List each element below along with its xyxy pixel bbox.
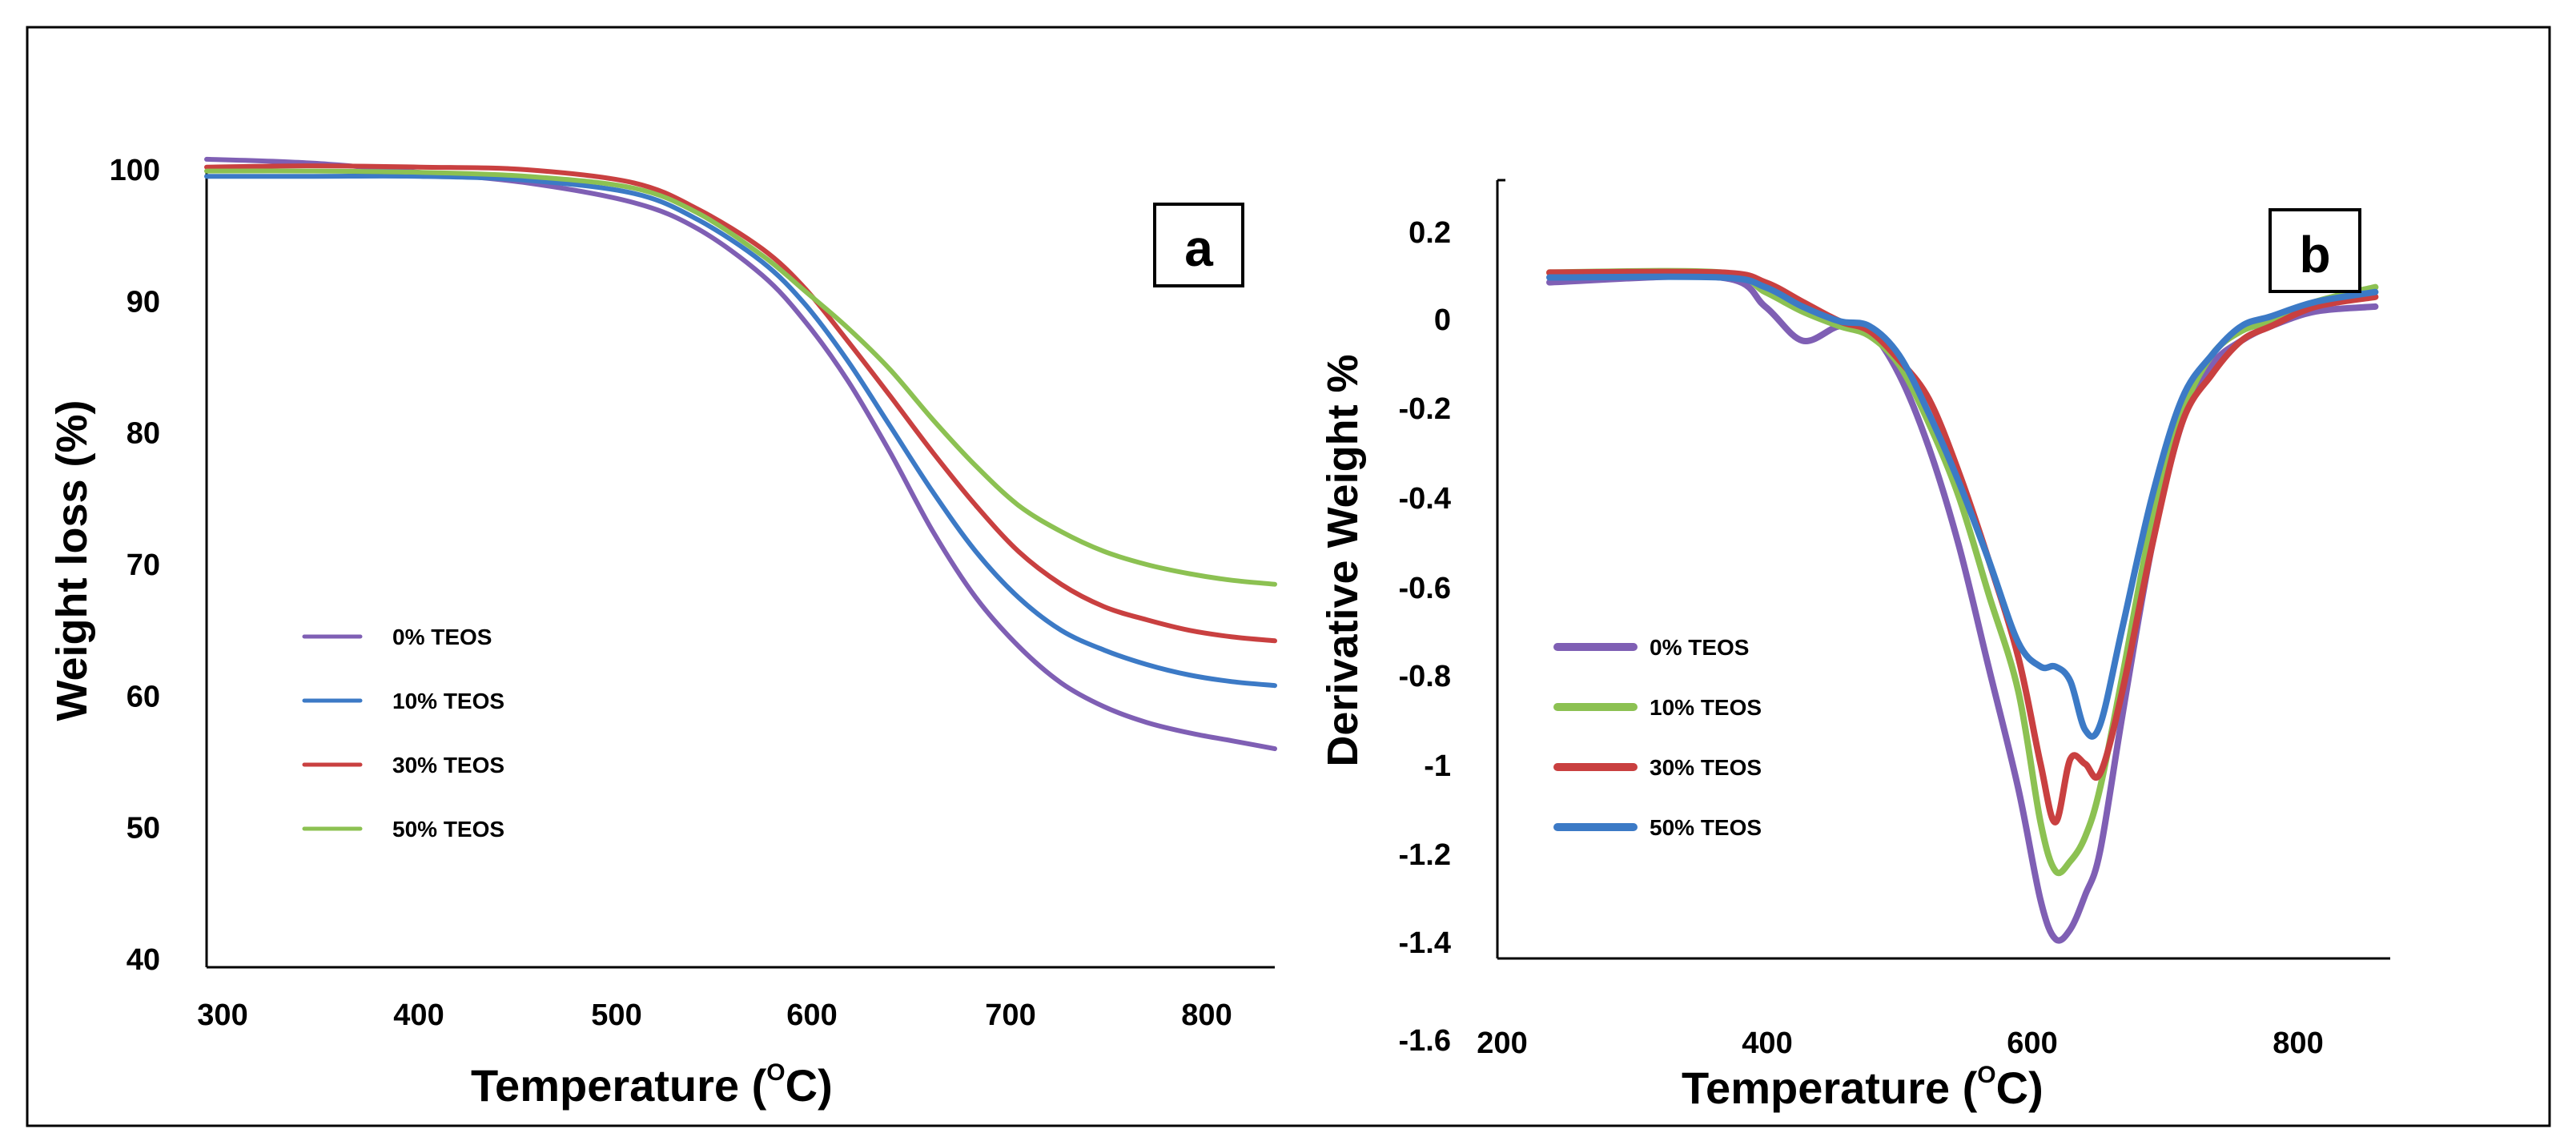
- x-axis-title-text: Temperature (: [471, 1060, 767, 1111]
- y-tick-label: -1.2: [1399, 838, 1451, 872]
- x-tick-label: 600: [786, 998, 837, 1032]
- legend-label-10-teos: 10% TEOS: [392, 689, 504, 713]
- x-axis-title-superscript: O: [766, 1059, 785, 1086]
- x-tick-label: 500: [591, 998, 641, 1032]
- x-axis-title-superscript: O: [1977, 1062, 1995, 1088]
- panel-label-box: [1153, 203, 1244, 287]
- x-axis-title: Temperature (OC): [1682, 1062, 2044, 1113]
- series-line-30-teos: [204, 163, 1277, 644]
- x-axis-title-unit: C): [786, 1060, 833, 1111]
- legend-label-30-teos: 30% TEOS: [392, 753, 504, 777]
- panel-label-box: [2269, 208, 2361, 293]
- y-tick-label: -1.6: [1399, 1024, 1451, 1058]
- legend-label-0-teos: 0% TEOS: [1650, 635, 1749, 660]
- x-tick-label: 800: [1181, 998, 1232, 1032]
- series-line-10-teos: [204, 173, 1277, 689]
- panel-label: a: [1184, 219, 1213, 277]
- y-axis-title: Weight loss (%): [48, 400, 96, 721]
- x-tick-label: 300: [197, 998, 247, 1032]
- x-axis-title-text: Temperature (: [1682, 1063, 1978, 1113]
- legend-label-10-teos: 10% TEOS: [1650, 695, 1762, 720]
- legend-label-30-teos: 30% TEOS: [1650, 755, 1762, 780]
- y-tick-label: 0.2: [1409, 216, 1451, 250]
- series-line-0-teos: [1546, 273, 2379, 944]
- y-axis-title: Derivative Weight %: [1319, 354, 1367, 766]
- y-tick-label: -0.6: [1399, 572, 1451, 605]
- series-line-10-teos: [1546, 267, 2379, 877]
- x-tick-label: 200: [1477, 1026, 1527, 1060]
- y-tick-label: 70: [127, 548, 160, 582]
- y-tick-label: -1: [1424, 749, 1451, 783]
- y-tick-label: 100: [110, 154, 160, 187]
- legend-label-50-teos: 50% TEOS: [1650, 815, 1762, 840]
- panel-b: 0.2 0 -0.2 -0.4 -0.6 -0.8 -1 -1.2 -1.4 -1.6 200 400…: [1319, 179, 2390, 1113]
- x-tick-label: 800: [2273, 1026, 2323, 1060]
- x-axis-title: Temperature (OC): [471, 1059, 833, 1111]
- y-tick-label: 50: [127, 812, 160, 846]
- legend-label-0-teos: 0% TEOS: [392, 625, 492, 649]
- panel-label: b: [2299, 226, 2330, 283]
- legend-label-50-teos: 50% TEOS: [392, 817, 504, 842]
- y-tick-label: -1.4: [1399, 926, 1451, 960]
- x-tick-label: 400: [1742, 1026, 1792, 1060]
- x-axis-title-unit: C): [1996, 1063, 2044, 1113]
- y-tick-label: 80: [127, 417, 160, 451]
- y-tick-label: 60: [127, 680, 160, 713]
- series-line-50-teos: [204, 168, 1277, 587]
- y-tick-label: -0.8: [1399, 660, 1451, 693]
- figure-frame: [26, 26, 2551, 1127]
- series-line-50-teos: [1546, 273, 2379, 740]
- y-tick-label: 0: [1434, 303, 1451, 337]
- y-tick-label: 90: [127, 285, 160, 319]
- panel-a: 40 50 60 70 80 90 100 300 400 500 600 700 800 Weight …: [48, 154, 1277, 1111]
- x-tick-label: 400: [393, 998, 444, 1032]
- y-tick-label: -0.4: [1399, 482, 1451, 516]
- x-tick-label: 600: [2007, 1026, 2057, 1060]
- y-tick-label: -0.2: [1399, 392, 1451, 426]
- x-tick-label: 700: [985, 998, 1035, 1032]
- y-tick-label: 40: [127, 943, 160, 977]
